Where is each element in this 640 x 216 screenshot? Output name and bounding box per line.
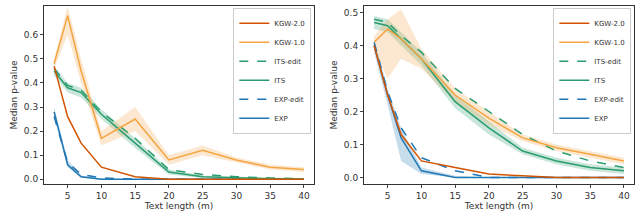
svg-text:0.2: 0.2 xyxy=(24,126,38,136)
svg-text:10: 10 xyxy=(416,191,428,201)
svg-text:0.0: 0.0 xyxy=(344,173,359,183)
svg-text:Text length (m): Text length (m) xyxy=(144,201,213,211)
svg-text:Median p-value: Median p-value xyxy=(9,60,19,129)
svg-text:0.5: 0.5 xyxy=(344,8,358,18)
svg-text:0.0: 0.0 xyxy=(24,174,39,184)
svg-text:0.1: 0.1 xyxy=(344,140,358,150)
svg-text:25: 25 xyxy=(197,191,208,201)
svg-text:35: 35 xyxy=(264,191,275,201)
svg-text:40: 40 xyxy=(298,191,310,201)
svg-text:35: 35 xyxy=(584,191,595,201)
svg-text:30: 30 xyxy=(231,191,243,201)
svg-text:0.1: 0.1 xyxy=(24,150,38,160)
svg-text:5: 5 xyxy=(385,191,391,201)
svg-text:ITS-edit: ITS-edit xyxy=(594,58,621,66)
svg-text:ITS: ITS xyxy=(274,77,285,85)
svg-text:40: 40 xyxy=(618,191,630,201)
svg-text:KGW-1.0: KGW-1.0 xyxy=(274,39,304,47)
svg-text:EXP: EXP xyxy=(594,115,607,123)
svg-text:ITS-edit: ITS-edit xyxy=(274,58,301,66)
svg-text:0.5: 0.5 xyxy=(24,54,38,64)
svg-text:15: 15 xyxy=(129,191,140,201)
svg-text:EXP-edit: EXP-edit xyxy=(274,96,304,104)
svg-text:KGW-1.0: KGW-1.0 xyxy=(594,39,624,47)
svg-text:EXP: EXP xyxy=(274,115,287,123)
svg-text:ITS: ITS xyxy=(594,77,605,85)
svg-text:0.4: 0.4 xyxy=(344,41,359,51)
svg-text:EXP-edit: EXP-edit xyxy=(594,96,624,104)
svg-text:10: 10 xyxy=(96,191,108,201)
svg-text:0.2: 0.2 xyxy=(344,107,358,117)
svg-text:5: 5 xyxy=(65,191,71,201)
svg-text:0.3: 0.3 xyxy=(344,74,358,84)
svg-text:KGW-2.0: KGW-2.0 xyxy=(594,20,624,28)
svg-text:25: 25 xyxy=(517,191,528,201)
svg-text:15: 15 xyxy=(449,191,460,201)
svg-text:20: 20 xyxy=(163,191,175,201)
svg-text:0.3: 0.3 xyxy=(24,102,38,112)
svg-text:Text length (m): Text length (m) xyxy=(464,201,533,211)
svg-text:KGW-2.0: KGW-2.0 xyxy=(274,20,304,28)
svg-text:Median p-value: Median p-value xyxy=(329,60,339,129)
svg-text:20: 20 xyxy=(483,191,495,201)
svg-text:0.6: 0.6 xyxy=(24,30,39,40)
svg-text:0.4: 0.4 xyxy=(24,78,39,88)
svg-text:30: 30 xyxy=(551,191,563,201)
